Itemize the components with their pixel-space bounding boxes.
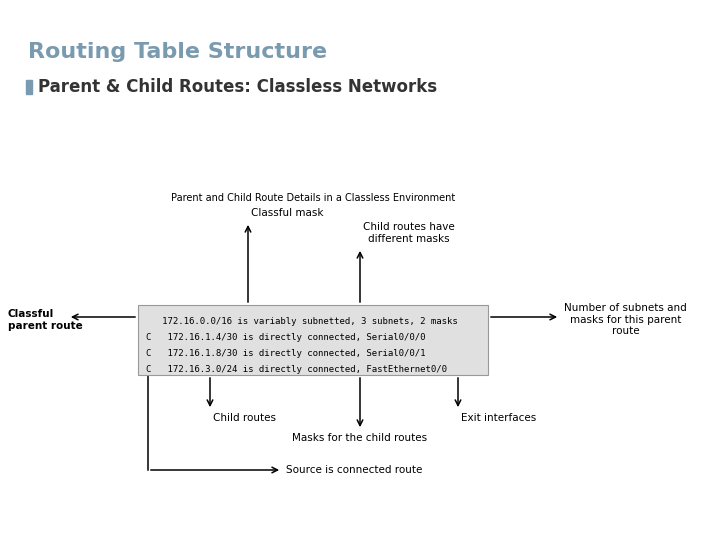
Text: C   172.16.1.8/30 is directly connected, Serial0/0/1: C 172.16.1.8/30 is directly connected, S… (146, 349, 426, 358)
Text: Classful
parent route: Classful parent route (8, 309, 83, 332)
Text: Number of subnets and
masks for this parent
route: Number of subnets and masks for this par… (564, 303, 687, 336)
Text: Child routes have
different masks: Child routes have different masks (363, 222, 455, 244)
Text: Child routes: Child routes (213, 413, 276, 423)
Text: Masks for the child routes: Masks for the child routes (292, 433, 428, 443)
Text: Exit interfaces: Exit interfaces (461, 413, 536, 423)
Text: Parent and Child Route Details in a Classless Environment: Parent and Child Route Details in a Clas… (171, 193, 455, 203)
Text: Routing Table Structure: Routing Table Structure (28, 42, 327, 62)
Text: Source is connected route: Source is connected route (286, 465, 423, 475)
Text: Classful mask: Classful mask (251, 208, 323, 218)
Text: Parent & Child Routes: Classless Networks: Parent & Child Routes: Classless Network… (38, 78, 437, 96)
Bar (138, 305, 488, 375)
Bar (26, 80, 32, 94)
Text: C   172.16.1.4/30 is directly connected, Serial0/0/0: C 172.16.1.4/30 is directly connected, S… (146, 333, 426, 342)
Text: C   172.16.3.0/24 is directly connected, FastEthernet0/0: C 172.16.3.0/24 is directly connected, F… (146, 365, 447, 374)
Text: 172.16.0.0/16 is variably subnetted, 3 subnets, 2 masks: 172.16.0.0/16 is variably subnetted, 3 s… (146, 317, 458, 326)
